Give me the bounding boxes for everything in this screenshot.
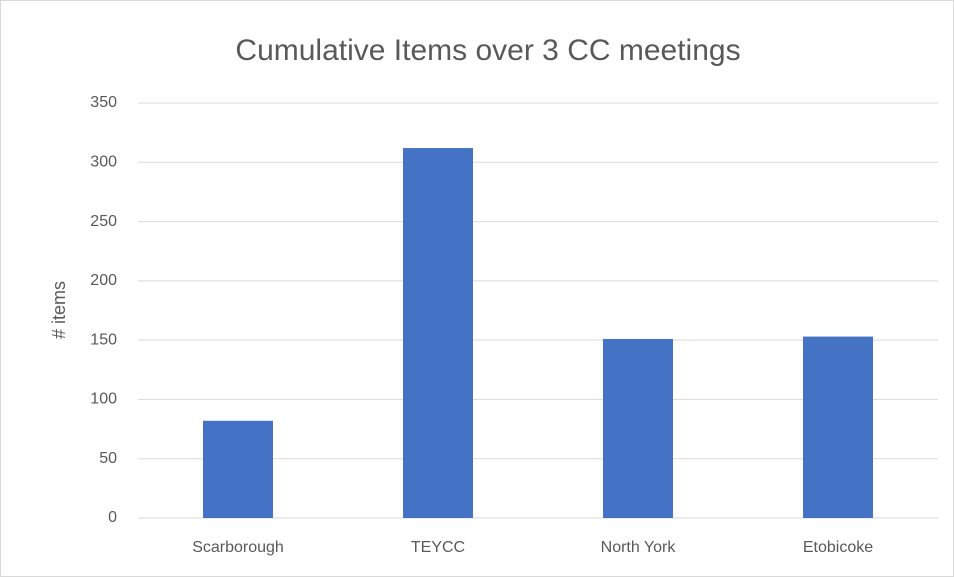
x-tick-label: Etobicoke xyxy=(803,539,873,556)
y-axis-label: # items xyxy=(49,281,69,339)
bar xyxy=(203,420,273,518)
chart-title: Cumulative Items over 3 CC meetings xyxy=(235,34,740,67)
y-tick-label: 300 xyxy=(90,154,117,171)
bar xyxy=(603,338,673,518)
y-tick-label: 150 xyxy=(90,331,117,348)
y-tick-label: 350 xyxy=(90,94,117,111)
y-tick-label: 0 xyxy=(108,509,117,526)
y-tick-label: 50 xyxy=(99,450,117,467)
y-tick-label: 200 xyxy=(90,272,117,289)
y-tick-label: 250 xyxy=(90,213,117,230)
bar xyxy=(803,336,873,518)
x-tick-label: Scarborough xyxy=(192,539,284,556)
y-tick-label: 100 xyxy=(90,391,117,408)
x-tick-label: TEYCC xyxy=(411,539,465,556)
bar xyxy=(403,148,473,519)
x-tick-label: North York xyxy=(601,539,677,556)
